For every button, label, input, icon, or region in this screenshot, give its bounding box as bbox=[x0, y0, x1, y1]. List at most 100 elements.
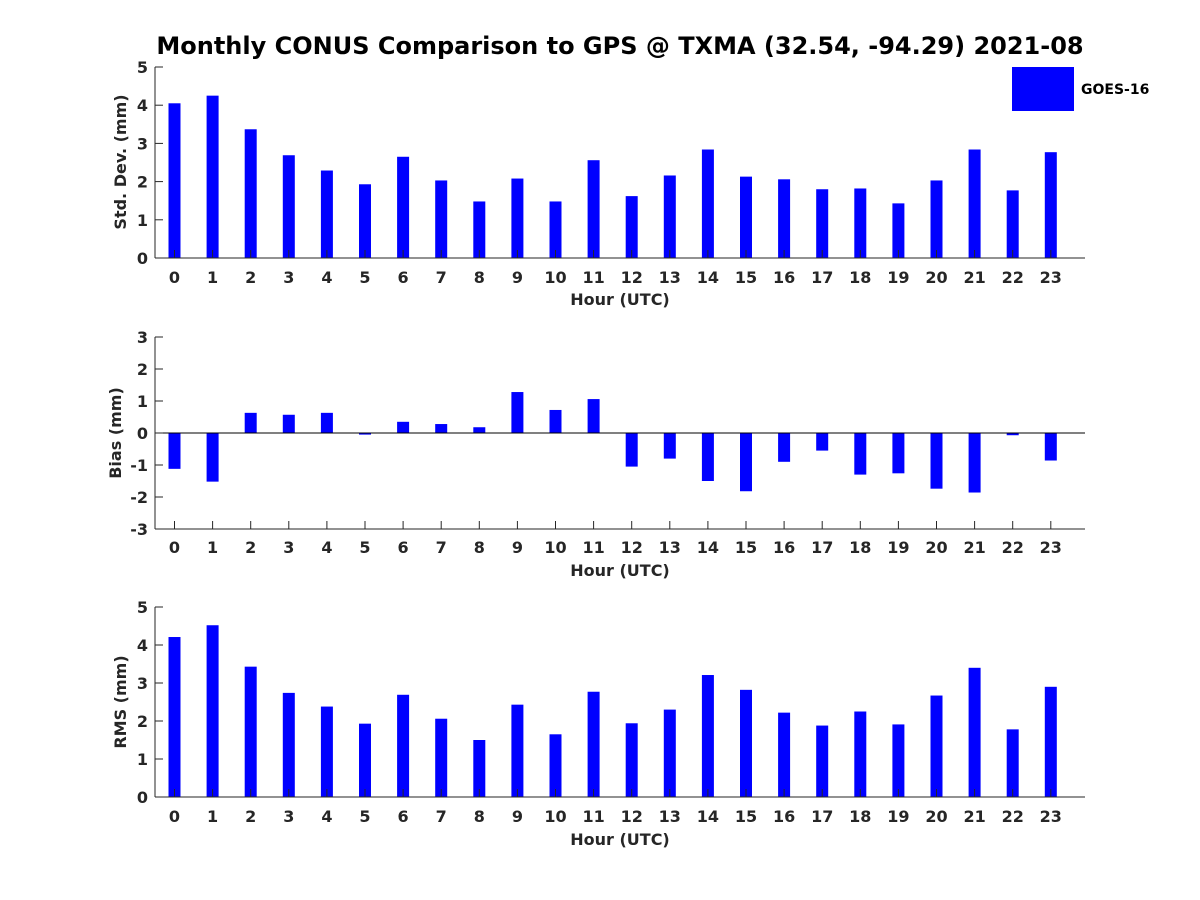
rms-bar-hour-12 bbox=[625, 723, 638, 797]
rms-y-tick-label: 1 bbox=[137, 750, 148, 769]
bias-x-tick-label: 0 bbox=[169, 538, 180, 557]
rms-x-tick-label: 15 bbox=[735, 807, 757, 826]
rms-bar-hour-16 bbox=[778, 712, 791, 797]
rms-x-tick-label: 7 bbox=[436, 807, 447, 826]
std-dev-bar-hour-22 bbox=[1006, 190, 1019, 258]
legend: GOES-16 bbox=[1012, 67, 1149, 111]
std-dev-bar-hour-10 bbox=[549, 201, 562, 258]
std-dev-bar-hour-14 bbox=[701, 149, 714, 258]
rms-bar-hour-19 bbox=[892, 724, 905, 797]
bias-y-tick-label: -2 bbox=[130, 488, 148, 507]
bias-x-tick-label: 14 bbox=[697, 538, 719, 557]
std-dev-bar-hour-0 bbox=[168, 103, 181, 258]
rms-bar-hour-15 bbox=[740, 689, 752, 797]
std-dev-x-tick-label: 7 bbox=[436, 268, 447, 287]
rms-bar-hour-20 bbox=[930, 695, 943, 797]
rms-x-tick-label: 22 bbox=[1002, 807, 1024, 826]
rms-x-tick-label: 3 bbox=[283, 807, 294, 826]
rms-bar-hour-23 bbox=[1044, 686, 1057, 797]
bias-bar-hour-22 bbox=[1006, 433, 1019, 436]
bias-bar-hour-5 bbox=[359, 433, 371, 435]
std-dev-bar-hour-7 bbox=[435, 180, 448, 258]
rms-x-tick-label: 8 bbox=[474, 807, 485, 826]
std-dev-x-tick-label: 20 bbox=[925, 268, 947, 287]
bias-x-tick-label: 3 bbox=[283, 538, 294, 557]
rms-bar-hour-9 bbox=[511, 704, 524, 797]
bias-bar-hour-4 bbox=[320, 412, 333, 433]
rms-x-tick-label: 18 bbox=[849, 807, 871, 826]
bias-bar-hour-8 bbox=[473, 427, 486, 433]
rms-x-tick-label: 20 bbox=[925, 807, 947, 826]
std-dev-x-tick-label: 6 bbox=[398, 268, 409, 287]
bias-x-tick-label: 18 bbox=[849, 538, 871, 557]
bias-bar-hour-6 bbox=[397, 421, 410, 433]
std-dev-bar-hour-16 bbox=[778, 179, 791, 258]
bias-bar-hour-14 bbox=[701, 433, 714, 481]
std-dev-x-tick-label: 2 bbox=[245, 268, 256, 287]
std-dev-bar-hour-19 bbox=[892, 203, 905, 258]
bias-x-tick-label: 4 bbox=[321, 538, 332, 557]
std-dev-x-tick-label: 15 bbox=[735, 268, 757, 287]
std-dev-x-tick-label: 18 bbox=[849, 268, 871, 287]
rms-bar-hour-10 bbox=[549, 734, 562, 797]
std-dev-x-tick-label: 19 bbox=[887, 268, 909, 287]
bias-bar-hour-21 bbox=[968, 433, 981, 493]
rms-x-tick-label: 19 bbox=[887, 807, 909, 826]
std-dev-x-tick-label: 11 bbox=[582, 268, 604, 287]
std-dev-bar-hour-6 bbox=[397, 156, 410, 258]
std-dev-x-tick-label: 21 bbox=[963, 268, 985, 287]
bias-x-tick-label: 15 bbox=[735, 538, 757, 557]
std-dev-x-tick-label: 4 bbox=[321, 268, 332, 287]
std-dev-bar-hour-23 bbox=[1044, 152, 1057, 258]
std-dev-x-tick-label: 17 bbox=[811, 268, 833, 287]
bias-bar-hour-20 bbox=[930, 433, 943, 489]
std-dev-x-tick-label: 12 bbox=[621, 268, 643, 287]
rms-x-tick-label: 16 bbox=[773, 807, 795, 826]
bias-bar-hour-2 bbox=[244, 412, 257, 433]
rms-x-tick-label: 10 bbox=[544, 807, 566, 826]
bias-x-tick-label: 13 bbox=[659, 538, 681, 557]
rms-y-tick-label: 2 bbox=[137, 712, 148, 731]
bias-bar-hour-16 bbox=[778, 433, 791, 462]
std-dev-x-tick-label: 9 bbox=[512, 268, 523, 287]
rms-bar-hour-1 bbox=[206, 625, 219, 797]
std-dev-x-tick-label: 1 bbox=[207, 268, 218, 287]
std-dev-y-tick-label: 2 bbox=[137, 173, 148, 192]
legend-swatch bbox=[1012, 67, 1074, 111]
bias-x-tick-label: 9 bbox=[512, 538, 523, 557]
bias-bar-hour-19 bbox=[892, 433, 905, 474]
bias-x-tick-label: 11 bbox=[582, 538, 604, 557]
rms-bar-hour-22 bbox=[1006, 729, 1019, 797]
std-dev-bar-hour-20 bbox=[930, 180, 943, 258]
rms-x-tick-label: 13 bbox=[659, 807, 681, 826]
rms-bar-hour-21 bbox=[968, 667, 981, 797]
std-dev-x-tick-label: 13 bbox=[659, 268, 681, 287]
std-dev-bar-hour-11 bbox=[587, 160, 600, 258]
std-dev-bar-hour-3 bbox=[282, 155, 295, 258]
bias-x-tick-label: 23 bbox=[1040, 538, 1062, 557]
std-dev-x-tick-label: 3 bbox=[283, 268, 294, 287]
rms-bar-hour-0 bbox=[168, 637, 181, 797]
rms-bar-hour-2 bbox=[244, 666, 257, 797]
rms-bar-hour-3 bbox=[282, 692, 295, 797]
bias-bar-hour-9 bbox=[511, 392, 524, 433]
bias-bar-hour-3 bbox=[282, 414, 295, 433]
bias-x-axis-label: Hour (UTC) bbox=[570, 561, 670, 580]
bias-bar-hour-18 bbox=[854, 433, 867, 475]
rms-bar-hour-5 bbox=[359, 723, 371, 797]
bias-x-tick-label: 2 bbox=[245, 538, 256, 557]
rms-bar-hour-4 bbox=[320, 706, 333, 797]
rms-y-tick-label: 4 bbox=[137, 636, 148, 655]
bias-bar-hour-23 bbox=[1044, 433, 1057, 461]
bias-x-tick-label: 7 bbox=[436, 538, 447, 557]
legend-label: GOES-16 bbox=[1081, 82, 1149, 98]
rms-bar-hour-7 bbox=[435, 718, 448, 797]
std-dev-y-axis-label: Std. Dev. (mm) bbox=[111, 94, 130, 229]
bias-x-tick-label: 16 bbox=[773, 538, 795, 557]
std-dev-x-tick-label: 10 bbox=[544, 268, 566, 287]
rms-y-tick-label: 5 bbox=[137, 598, 148, 617]
rms-y-tick-label: 0 bbox=[137, 788, 148, 807]
rms-x-tick-label: 12 bbox=[621, 807, 643, 826]
